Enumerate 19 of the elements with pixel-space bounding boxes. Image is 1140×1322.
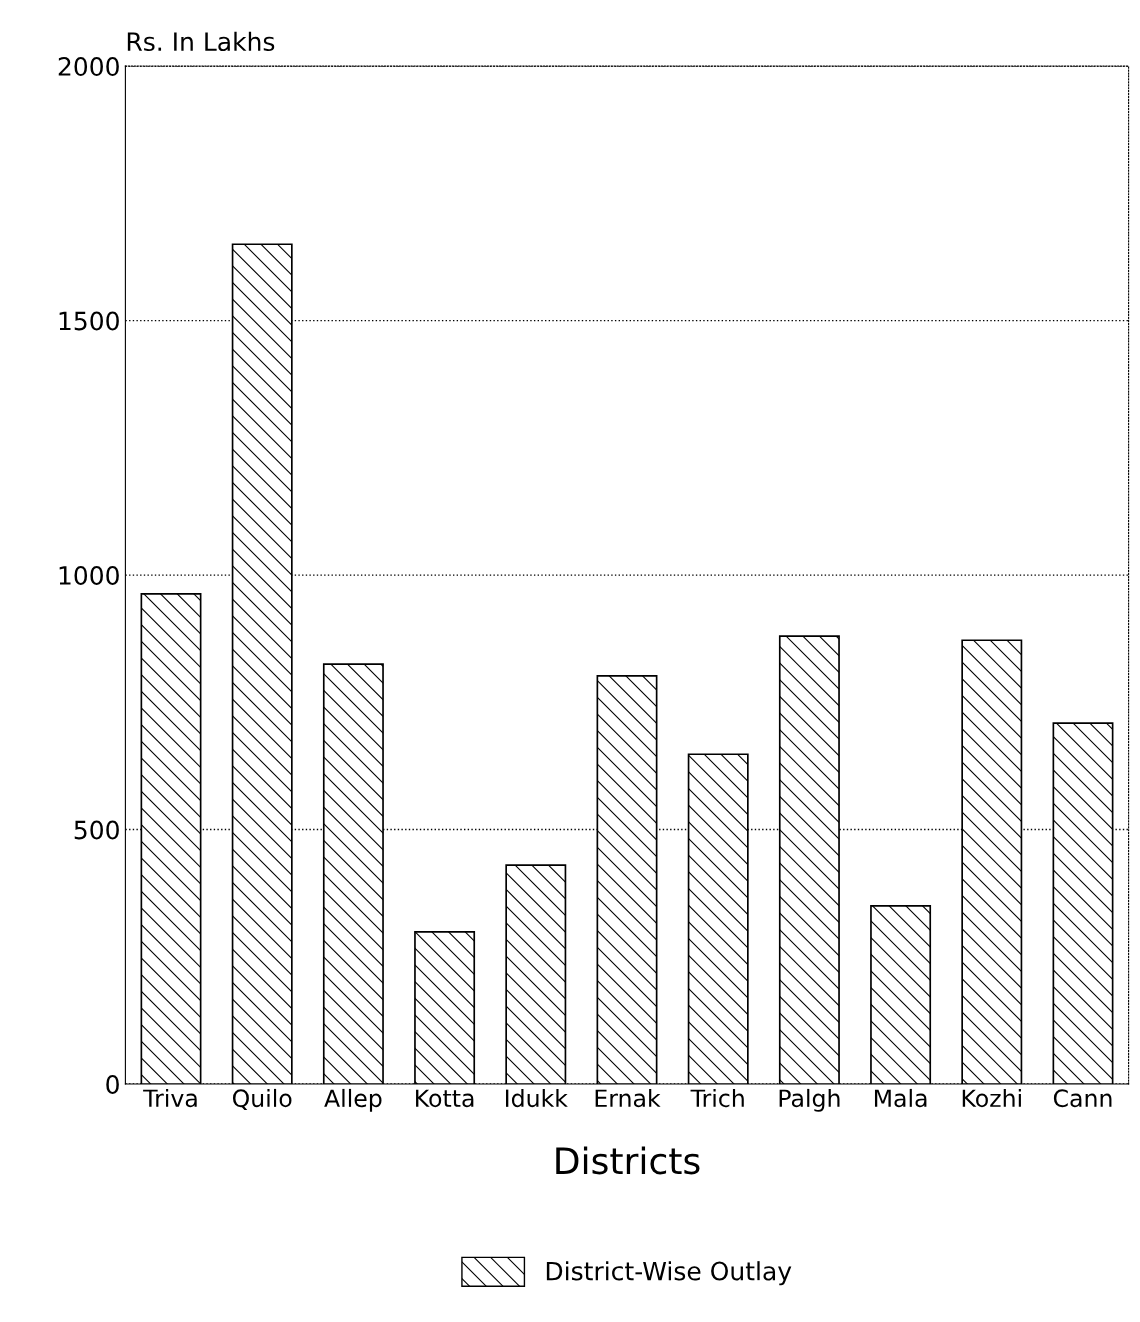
legend-label: District-Wise Outlay — [546, 1261, 792, 1286]
y-tick-label: 1500 — [59, 311, 119, 331]
x-tick-label: Cann — [1053, 1089, 1112, 1108]
x-tick-label: Kozhi — [962, 1088, 1021, 1108]
y-tick-label: 0 — [106, 1074, 119, 1094]
y-tick-label: 2000 — [58, 57, 119, 76]
y-axis-title: Rs. In Lakhs — [127, 31, 275, 52]
x-tick-label: Triva — [143, 1088, 197, 1108]
x-tick-label: Palgh — [779, 1088, 840, 1112]
x-tick-label: Mala — [874, 1088, 927, 1108]
x-axis-title: Districts — [556, 1146, 700, 1175]
y-tick-label: 1000 — [59, 566, 119, 585]
y-tick-label: 500 — [74, 820, 119, 840]
x-tick-label: Kotta — [416, 1089, 474, 1108]
x-tick-label: Allep — [324, 1088, 382, 1112]
x-tick-label: Quilo — [232, 1088, 292, 1110]
x-tick-label: Idukk — [505, 1088, 568, 1108]
x-tick-label: Trich — [690, 1088, 744, 1108]
x-tick-label: Ernak — [595, 1088, 661, 1108]
